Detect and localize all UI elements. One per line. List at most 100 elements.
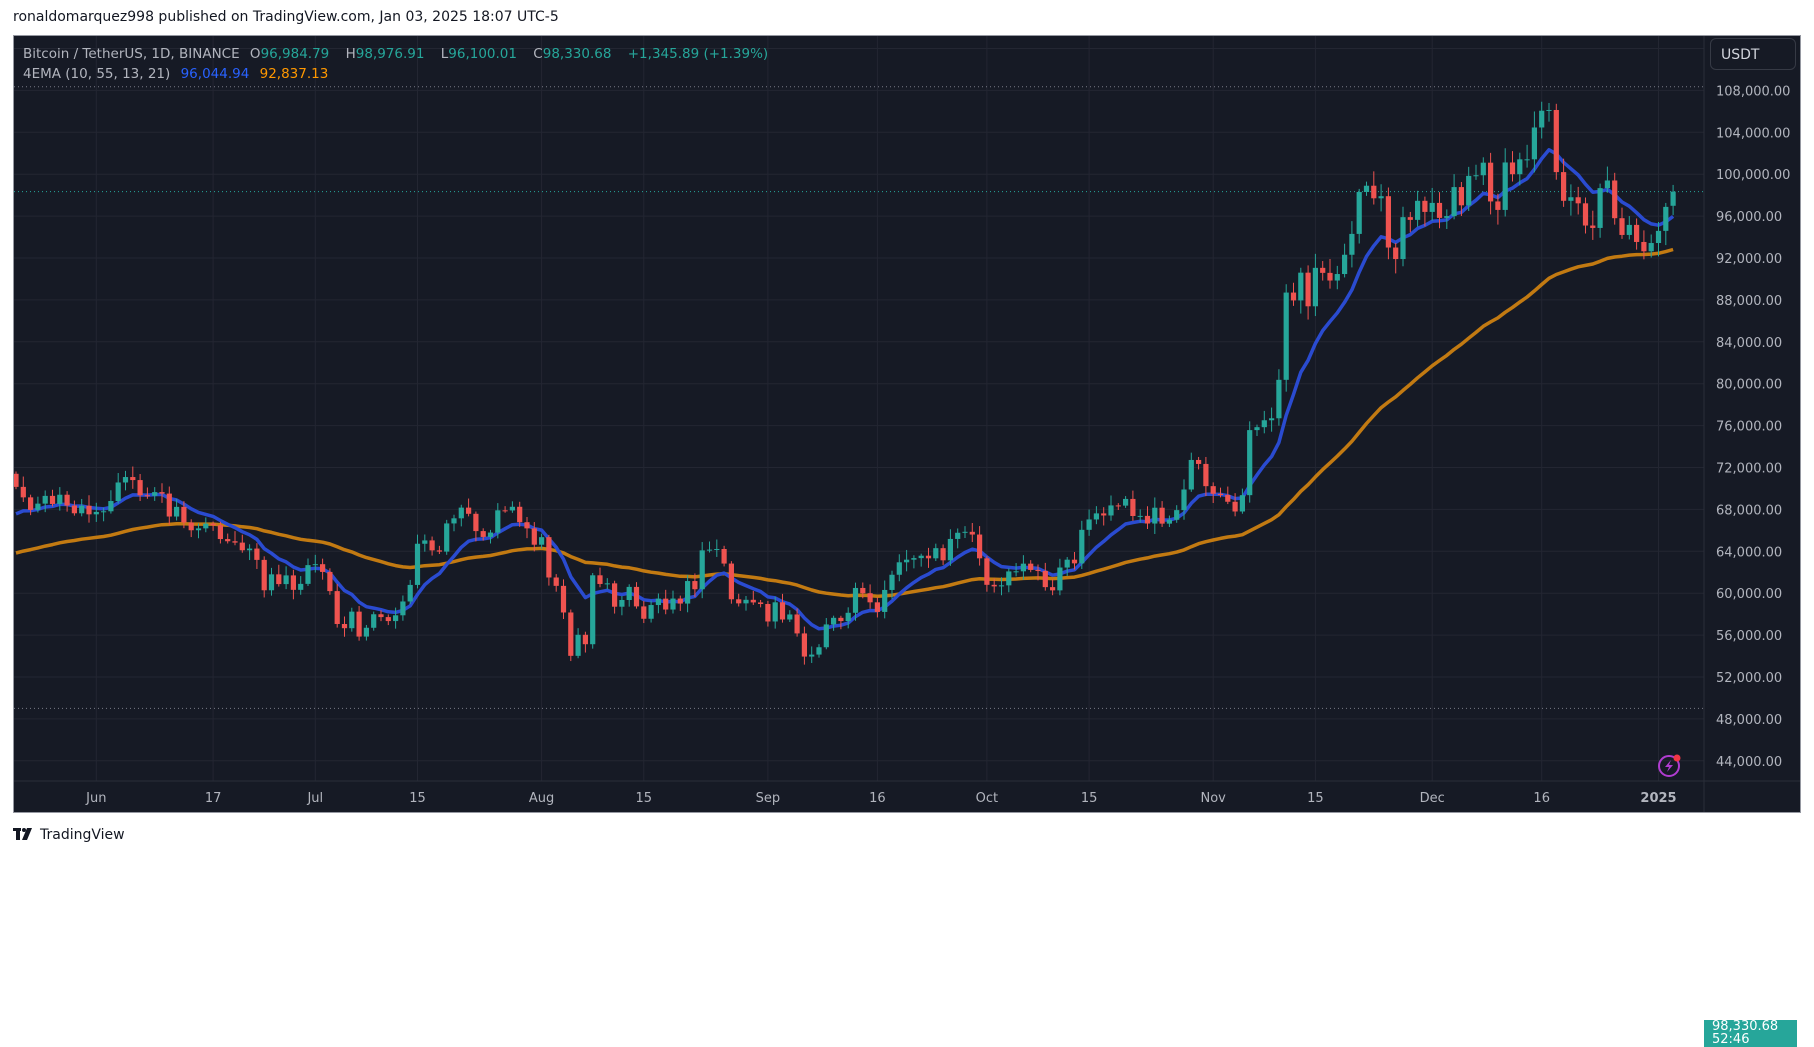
- candle-body: [626, 586, 632, 601]
- time-tick-label: Nov: [1201, 791, 1227, 806]
- candle-body: [794, 614, 800, 634]
- candle-body: [633, 586, 640, 607]
- candle-body: [487, 532, 494, 537]
- candle-body: [444, 523, 450, 552]
- time-tick-label: 15: [1081, 791, 1098, 806]
- candle-body: [20, 486, 26, 498]
- candle-body: [400, 601, 406, 616]
- candle-body: [181, 506, 187, 523]
- symbol-title[interactable]: Bitcoin / TetherUS, 1D, BINANCE: [23, 46, 240, 62]
- candle-body: [553, 577, 559, 586]
- price-tick-label: 76,000.00: [1716, 420, 1782, 435]
- candle-body: [1247, 430, 1253, 496]
- candle-body: [677, 598, 683, 604]
- candle-body: [1634, 224, 1640, 242]
- candle-body: [845, 612, 851, 622]
- candle-body: [1196, 459, 1202, 464]
- candle-body: [1385, 196, 1391, 248]
- candle-body: [101, 511, 107, 513]
- candle-body: [1502, 162, 1508, 210]
- candle-body: [1415, 200, 1421, 220]
- candle-body: [144, 495, 150, 497]
- candle-body: [1239, 495, 1245, 512]
- chart-pane[interactable]: 112,000.00108,000.00104,000.00100,000.00…: [13, 35, 1801, 1047]
- open-value: 96,984.79: [260, 46, 330, 62]
- candle-body: [1210, 486, 1216, 494]
- candle-body: [1349, 233, 1355, 255]
- candle-body: [393, 615, 399, 622]
- candle-body: [509, 506, 515, 511]
- candle-body: [312, 564, 318, 566]
- candle-body: [225, 539, 231, 542]
- candle-body: [991, 584, 997, 587]
- candle-body: [758, 602, 764, 604]
- ema-slow-line: [15, 247, 1674, 598]
- lightning-icon[interactable]: [1658, 754, 1681, 777]
- candle-body: [539, 537, 545, 545]
- candle-body: [414, 543, 421, 585]
- candle-body: [466, 507, 472, 514]
- candle-body: [750, 599, 756, 603]
- candle-body: [1071, 559, 1078, 564]
- time-tick-label: Jul: [306, 791, 323, 806]
- time-tick-label: 15: [1307, 791, 1324, 806]
- candle-body: [137, 480, 143, 496]
- candle-body: [247, 548, 253, 551]
- candle-body: [174, 506, 180, 517]
- candle-body: [108, 501, 114, 512]
- candle-body: [14, 473, 19, 487]
- candle-body: [1473, 175, 1479, 177]
- candlestick-chart[interactable]: 112,000.00108,000.00104,000.00100,000.00…: [14, 36, 1800, 812]
- candle-body: [977, 534, 983, 559]
- ema-slow-value: 92,837.13: [259, 66, 329, 82]
- candle-body: [290, 575, 296, 590]
- candle-body: [1064, 559, 1070, 568]
- candle-body: [575, 634, 581, 656]
- candle-body: [1035, 569, 1041, 571]
- candle-body: [962, 531, 968, 533]
- indicator-title[interactable]: 4EMA (10, 55, 13, 21): [23, 66, 171, 82]
- candle-body: [327, 571, 333, 592]
- candle-body: [298, 583, 304, 590]
- footer-branding[interactable]: TradingView: [13, 826, 125, 844]
- bar-countdown: 52:46: [1712, 1032, 1750, 1047]
- candle-body: [655, 598, 661, 606]
- candle-body: [1517, 159, 1523, 175]
- legend-ohlc: Bitcoin / TetherUS, 1D, BINANCE O96,984.…: [23, 46, 774, 62]
- candle-body: [188, 522, 194, 531]
- candle-body: [925, 555, 932, 559]
- candle-body: [1590, 225, 1596, 228]
- currency-button[interactable]: USDT: [1710, 38, 1796, 70]
- candle-body: [254, 548, 260, 560]
- candle-body: [458, 507, 464, 519]
- candle-body: [232, 541, 238, 543]
- candle-body: [1334, 274, 1340, 281]
- candle-body: [1495, 201, 1501, 210]
- candle-body: [1188, 459, 1194, 490]
- candle-body: [1312, 267, 1318, 307]
- close-value: 98,330.68: [542, 46, 612, 62]
- time-tick-label: Oct: [976, 791, 998, 806]
- price-tick-label: 84,000.00: [1716, 336, 1782, 351]
- candle-body: [1371, 185, 1377, 199]
- candle-body: [217, 525, 223, 540]
- time-tick-label: 15: [409, 791, 426, 806]
- time-tick-label: Dec: [1420, 791, 1445, 806]
- candle-body: [604, 583, 610, 585]
- candle-body: [385, 617, 391, 622]
- candle-body: [1436, 202, 1443, 218]
- candle-body: [1137, 515, 1143, 517]
- candle-body: [1232, 501, 1238, 512]
- candle-body: [239, 542, 245, 551]
- price-tick-label: 72,000.00: [1716, 462, 1782, 477]
- candle-body: [71, 505, 77, 514]
- ema-fast-value: 96,044.94: [180, 66, 250, 82]
- candle-body: [699, 550, 705, 590]
- open-label: O: [249, 46, 261, 62]
- candle-body: [517, 506, 523, 523]
- candle-body: [597, 575, 603, 584]
- candle-body: [1655, 230, 1662, 244]
- candle-body: [1604, 180, 1610, 189]
- candle-body: [480, 531, 486, 537]
- time-tick-label: 16: [1533, 791, 1550, 806]
